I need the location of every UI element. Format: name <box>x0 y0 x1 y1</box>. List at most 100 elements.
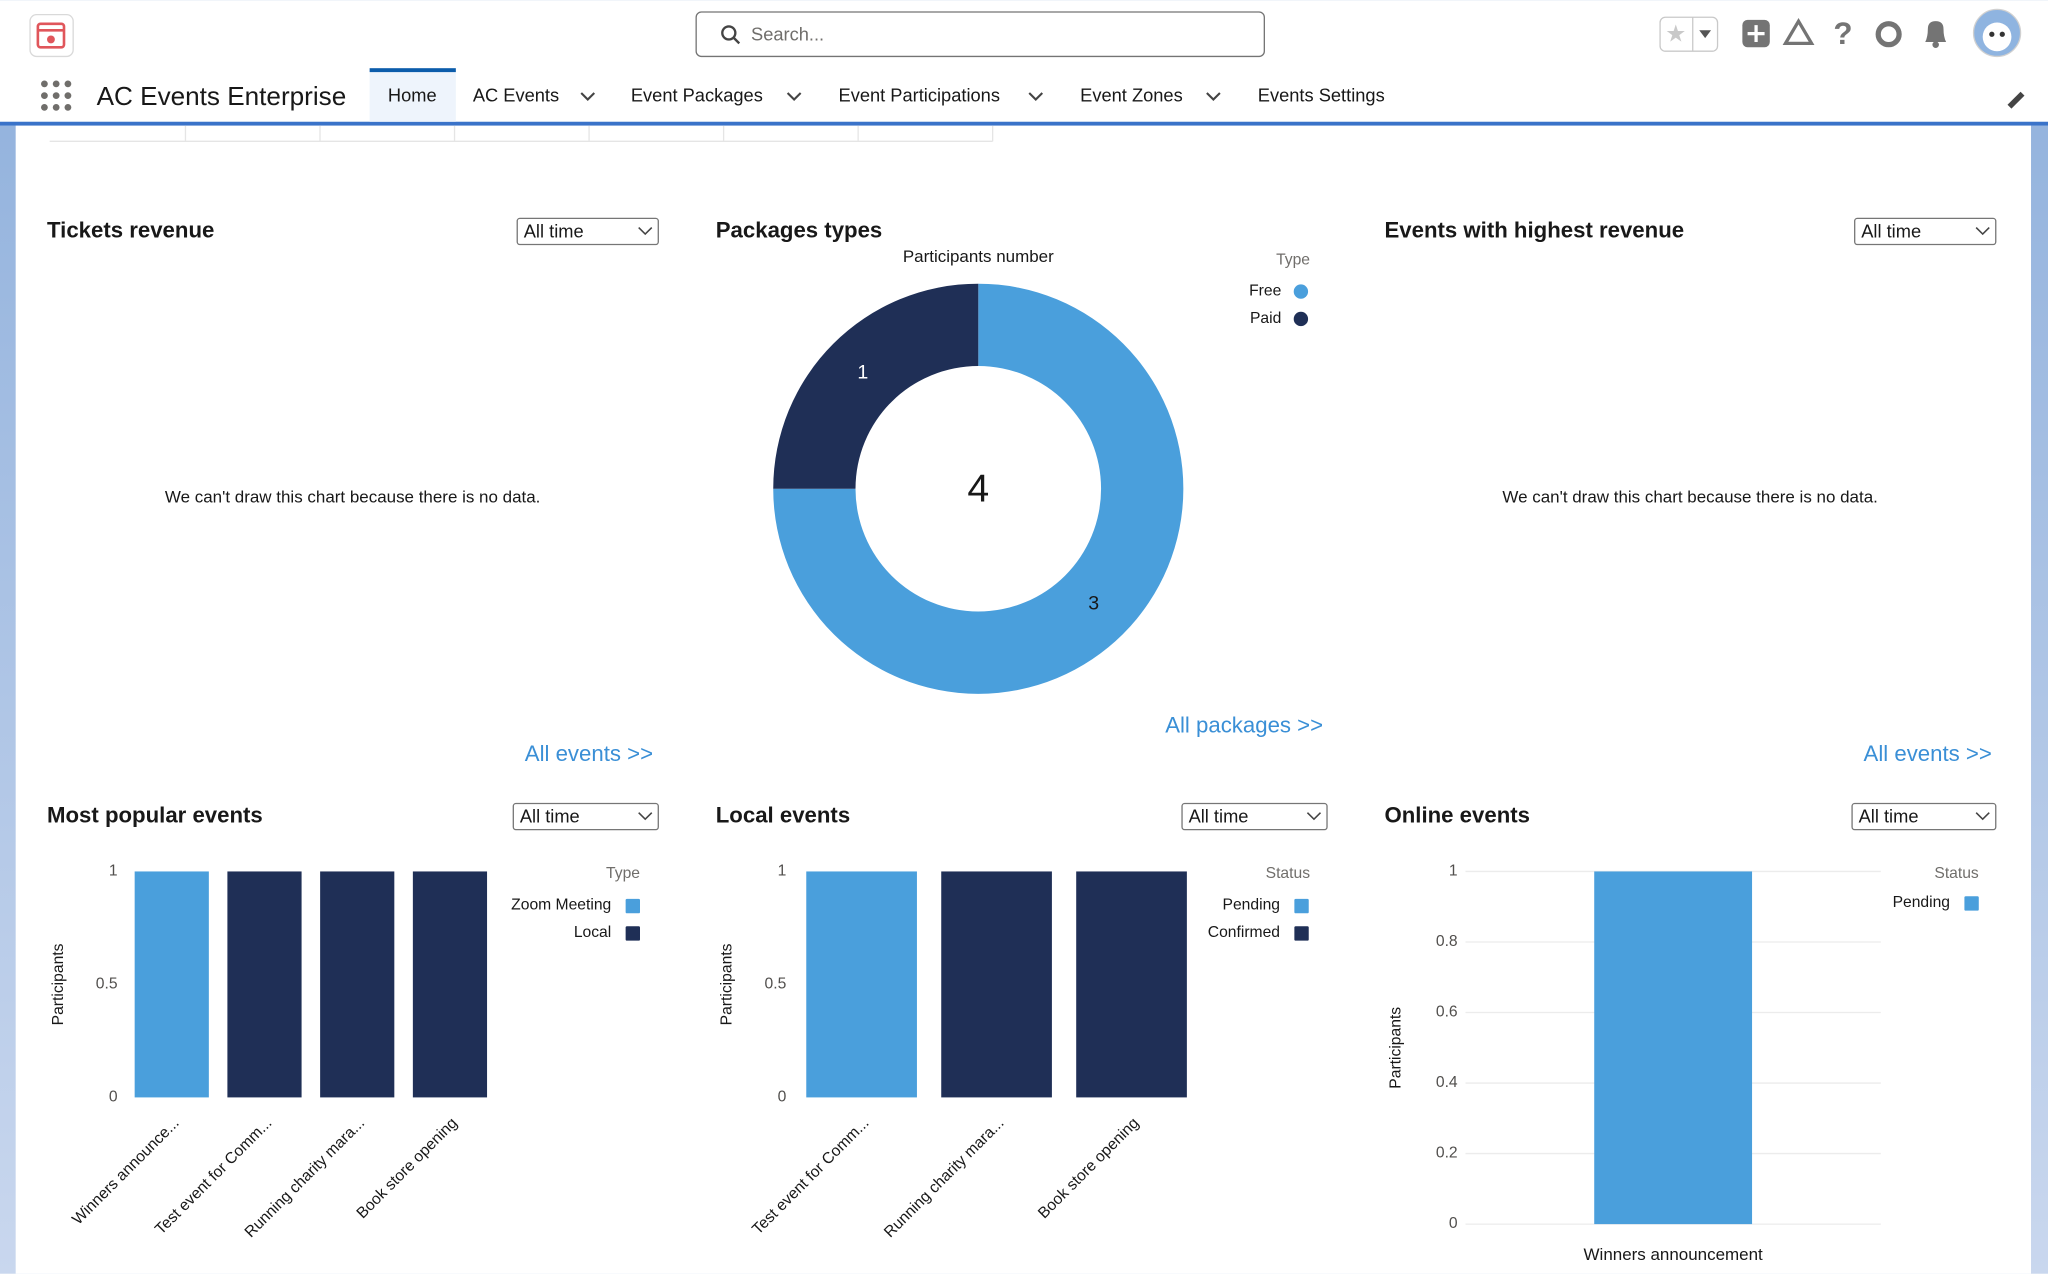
filter-select[interactable]: All time <box>516 217 659 246</box>
y-tick-label: 0 <box>1449 1215 1458 1232</box>
active-tab-bg <box>369 70 456 122</box>
legend-label: Zoom Meeting <box>511 897 611 914</box>
app-launcher[interactable] <box>41 80 72 111</box>
legend-title: Type <box>1276 251 1310 268</box>
settings-icon[interactable] <box>1875 21 1902 48</box>
legend-label: Free <box>1249 283 1281 300</box>
chevron <box>1975 226 1990 236</box>
legend-label: Paid <box>1250 310 1281 327</box>
card-link[interactable]: All events >> <box>525 741 653 766</box>
bar <box>134 871 209 1098</box>
legend-swatch <box>625 926 640 941</box>
card-title: Tickets revenue <box>47 217 214 242</box>
nav-tab-label: Events Settings <box>1258 85 1385 106</box>
chevron <box>1028 92 1044 102</box>
no-data-message: We can't draw this chart because there i… <box>165 487 541 506</box>
legend-swatch <box>625 898 640 914</box>
nav-tab[interactable]: Home <box>369 68 456 122</box>
card-title: Local events <box>716 802 850 827</box>
select-box <box>1181 802 1328 831</box>
search-box[interactable]: Search... <box>695 11 1265 58</box>
search-placeholder: Search... <box>751 23 824 44</box>
select-value: All time <box>520 806 580 827</box>
chevron <box>1206 92 1221 102</box>
legend-swatch <box>1294 926 1309 941</box>
slice-label: 1 <box>857 361 868 383</box>
chevron <box>638 812 653 821</box>
bar <box>227 871 302 1098</box>
legend-label: Pending <box>1223 897 1280 914</box>
chevron <box>1306 812 1322 821</box>
legend-swatch <box>1294 898 1309 914</box>
nav-tab-label: Home <box>388 85 437 106</box>
filter-select[interactable]: All time <box>512 802 659 831</box>
y-tick-label: 1 <box>778 863 787 880</box>
card-title: Online events <box>1384 802 1530 827</box>
filter-select[interactable]: All time <box>1181 802 1328 831</box>
nav-tab[interactable]: Event Packages <box>631 85 802 106</box>
legend-label: Pending <box>1893 894 1950 911</box>
edit-nav-icon[interactable] <box>2007 91 2025 109</box>
nav-tab-label: Event Packages <box>631 85 763 106</box>
y-tick-label: 0.8 <box>1436 933 1458 950</box>
table-strip <box>49 125 994 142</box>
legend-swatch <box>1293 311 1309 327</box>
select-box <box>1854 217 1997 246</box>
chart-subtitle: Participants number <box>903 247 1054 266</box>
donut-total: 4 <box>967 468 989 511</box>
notifications-icon[interactable] <box>1925 21 1947 43</box>
nav-tab[interactable]: Events Settings <box>1258 85 1385 106</box>
select-value: All time <box>1861 221 1921 242</box>
filter-select[interactable]: All time <box>1854 217 1997 246</box>
avatar[interactable] <box>1972 8 2022 58</box>
bar <box>806 871 917 1098</box>
bar <box>1076 871 1187 1098</box>
legend-title: Status <box>1934 865 1979 882</box>
active-tab-indicator <box>369 68 456 73</box>
nav-tab[interactable]: Event Participations <box>839 85 1044 106</box>
y-tick-label: 0.2 <box>1436 1145 1458 1162</box>
card-title: Events with highest revenue <box>1384 217 1684 242</box>
legend-title: Type <box>606 865 640 882</box>
help-icon[interactable]: ? <box>1833 16 1852 51</box>
card-link[interactable]: All packages >> <box>1165 712 1323 737</box>
trailhead-icon[interactable] <box>1782 17 1815 45</box>
y-tick-label: 0.4 <box>1436 1074 1458 1091</box>
x-tick-label: Winners announcement <box>1584 1245 1764 1264</box>
select-value: All time <box>524 221 584 242</box>
y-axis-label: Participants <box>719 943 736 1025</box>
no-data-message: We can't draw this chart because there i… <box>1502 487 1878 506</box>
app-logo[interactable] <box>29 13 74 58</box>
y-tick-label: 0.5 <box>96 976 118 993</box>
bar <box>941 871 1052 1098</box>
nav-tab-label: Event Participations <box>839 85 1000 106</box>
svg-text:★: ★ <box>1665 21 1686 47</box>
filter-select[interactable]: All time <box>1851 802 1997 831</box>
y-tick-label: 0.5 <box>765 976 787 993</box>
legend-label: Confirmed <box>1208 924 1280 941</box>
select-value: All time <box>1859 806 1919 827</box>
legend-swatch <box>1293 284 1309 299</box>
nav-tab[interactable]: AC Events <box>473 85 596 106</box>
chevron <box>786 92 802 102</box>
chevron <box>638 226 653 236</box>
bar <box>412 871 488 1098</box>
donut-slice <box>773 283 979 489</box>
chevron <box>1975 812 1990 821</box>
utility-icons: ★ ? <box>1659 8 2022 58</box>
nav-tab[interactable]: Event Zones <box>1080 85 1221 106</box>
donut-slice <box>773 283 1184 694</box>
card-link[interactable]: All events >> <box>1864 741 1992 766</box>
y-tick-label: 1 <box>1449 863 1458 880</box>
favorites[interactable]: ★ <box>1659 16 1719 52</box>
y-tick-label: 0.6 <box>1436 1004 1458 1021</box>
y-axis-label: Participants <box>50 943 67 1025</box>
card-title: Most popular events <box>47 802 263 827</box>
bar <box>1594 871 1753 1225</box>
app-name: AC Events Enterprise <box>97 81 347 111</box>
slice-label: 3 <box>1088 592 1099 614</box>
y-tick-label: 0 <box>778 1089 787 1106</box>
legend-swatch <box>1964 896 1979 911</box>
y-tick-label: 1 <box>109 863 118 880</box>
